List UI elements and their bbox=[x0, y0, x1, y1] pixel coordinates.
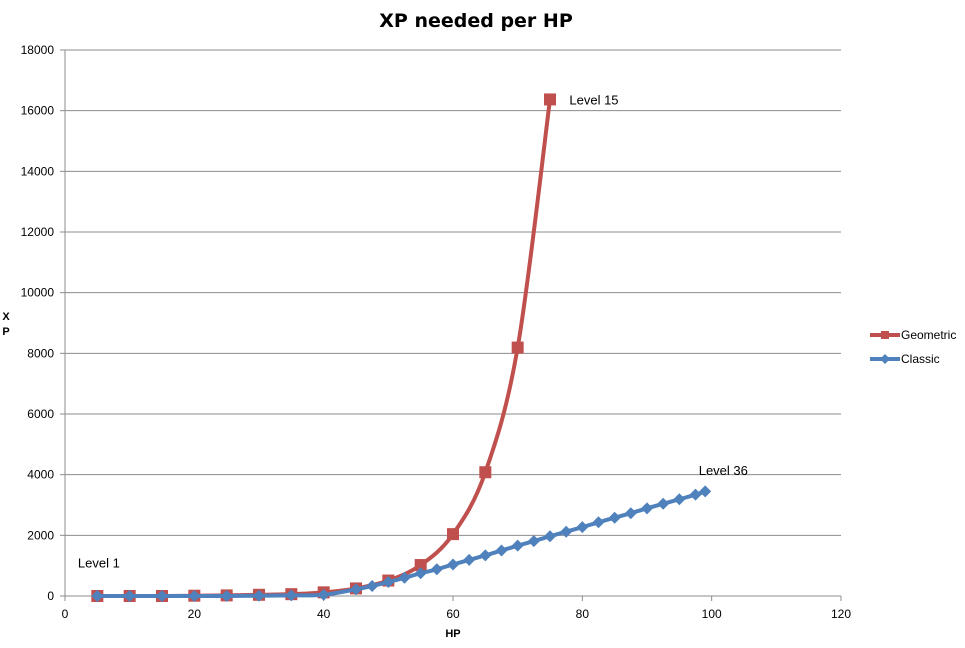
y-tick-label: 0 bbox=[47, 589, 54, 603]
x-tick-label: 80 bbox=[576, 607, 590, 621]
y-tick-label: 6000 bbox=[27, 407, 54, 421]
y-tick-label: 16000 bbox=[21, 104, 55, 118]
y-tick-label: 4000 bbox=[27, 468, 54, 482]
legend-item-geometric: Geometric bbox=[870, 328, 956, 342]
point-classic bbox=[689, 488, 702, 501]
point-classic bbox=[398, 571, 411, 584]
y-tick-label: 2000 bbox=[27, 528, 54, 542]
point-classic bbox=[220, 590, 233, 602]
legend-label-classic: Classic bbox=[901, 352, 940, 366]
point-classic bbox=[91, 590, 104, 602]
point-geometric bbox=[414, 559, 427, 572]
point-geometric bbox=[544, 93, 556, 106]
legend-label-geometric: Geometric bbox=[901, 328, 956, 342]
point-classic bbox=[123, 590, 136, 602]
point-geometric bbox=[511, 341, 524, 354]
point-classic bbox=[285, 589, 298, 602]
point-classic bbox=[576, 521, 589, 534]
point-classic bbox=[188, 590, 201, 602]
point-classic bbox=[430, 563, 443, 576]
x-tick-label: 40 bbox=[317, 607, 331, 621]
point-classic bbox=[511, 539, 524, 552]
grid-layer bbox=[65, 49, 841, 597]
series-layer bbox=[91, 93, 712, 602]
annotation-label: Level 1 bbox=[78, 556, 120, 571]
y-tick-label: 14000 bbox=[21, 164, 55, 178]
point-classic bbox=[253, 589, 265, 602]
y-axis-title-char: X bbox=[2, 311, 10, 323]
point-classic bbox=[699, 485, 712, 498]
series-line-geometric bbox=[95, 97, 552, 599]
legend-marker-classic bbox=[880, 354, 890, 364]
point-classic bbox=[350, 583, 362, 596]
x-tick-label: 20 bbox=[188, 607, 202, 621]
x-tick-label: 60 bbox=[446, 607, 460, 621]
y-axis-title: XP bbox=[2, 311, 10, 338]
axis-layer: 0 2000 4000 6000 8000 10000 12000 14000 16000 180… bbox=[21, 43, 852, 621]
point-classic bbox=[463, 553, 476, 566]
point-classic bbox=[366, 579, 379, 592]
point-classic bbox=[560, 525, 573, 538]
legend-item-classic: Classic bbox=[870, 352, 940, 366]
point-classic bbox=[527, 535, 540, 548]
x-tick-label: 120 bbox=[831, 607, 851, 621]
point-classic bbox=[382, 576, 395, 589]
point-classic bbox=[495, 544, 508, 557]
point-geometric bbox=[447, 528, 459, 541]
legend: Geometric Classic bbox=[870, 328, 956, 366]
annotation-label: Level 36 bbox=[699, 463, 748, 478]
point-classic bbox=[624, 507, 637, 520]
point-classic bbox=[317, 588, 330, 601]
y-tick-label: 10000 bbox=[21, 286, 55, 300]
point-geometric bbox=[479, 466, 492, 479]
x-axis-title: HP bbox=[445, 628, 460, 640]
point-classic bbox=[544, 530, 556, 543]
x-tick-label: 100 bbox=[702, 607, 722, 621]
y-axis-title-char: P bbox=[2, 326, 9, 338]
y-tick-label: 18000 bbox=[21, 43, 55, 57]
point-classic bbox=[447, 558, 459, 571]
point-classic bbox=[479, 549, 492, 562]
y-tick-label: 12000 bbox=[21, 225, 55, 239]
point-classic bbox=[592, 516, 605, 529]
point-classic bbox=[641, 502, 653, 515]
annotation-layer: Level 15 Level 36 Level 1 bbox=[78, 92, 748, 570]
point-classic bbox=[657, 497, 670, 510]
point-classic bbox=[608, 511, 621, 524]
point-classic bbox=[156, 590, 168, 602]
chart-title: XP needed per HP bbox=[379, 10, 573, 32]
legend-marker-geometric bbox=[881, 331, 889, 339]
x-tick-label: 0 bbox=[62, 607, 69, 621]
y-tick-label: 8000 bbox=[27, 346, 54, 360]
annotation-label: Level 15 bbox=[569, 92, 618, 107]
point-classic bbox=[673, 493, 686, 506]
point-classic bbox=[414, 567, 427, 580]
